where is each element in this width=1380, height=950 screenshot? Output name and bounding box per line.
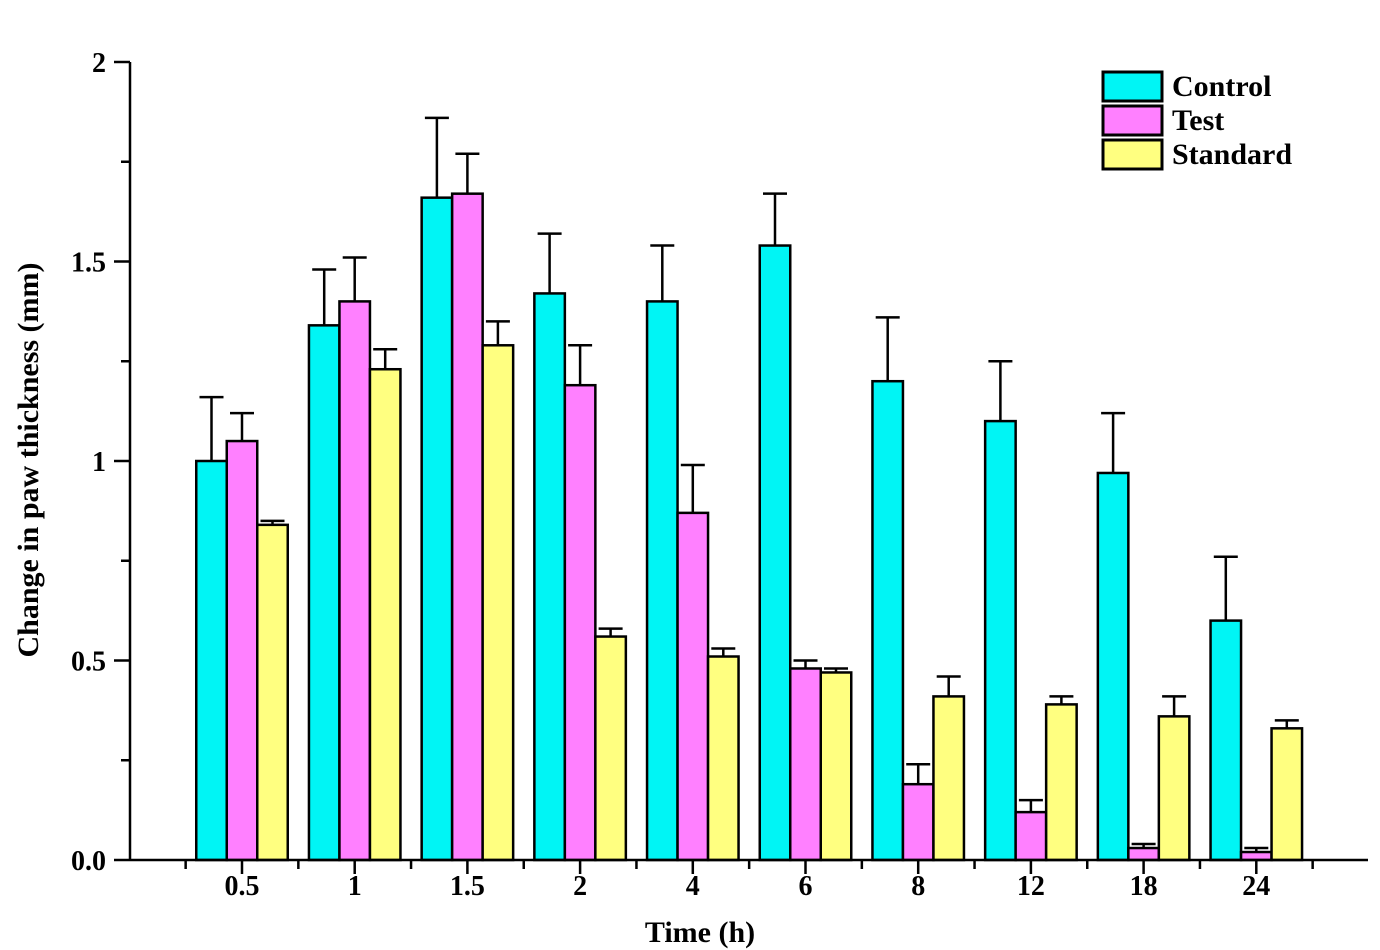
bar-control-4: [645, 300, 679, 862]
bar-standard-8: [932, 695, 966, 862]
x-tick-label-1: 1: [348, 871, 362, 902]
x-tick-label-12: 12: [1017, 871, 1045, 902]
x-tick-label-1.5: 1.5: [450, 871, 485, 902]
y-tick-label-1: 1: [92, 447, 106, 478]
axes-layer: 0.5 1 1.5 2 4 6 8 12 18 240.00.511.52: [71, 48, 1368, 902]
bar-test-12: [1014, 810, 1048, 862]
bar-standard-1.5: [481, 344, 515, 862]
x-axis-title: Time (h): [645, 916, 755, 949]
bar-control-18: [1096, 471, 1130, 862]
x-tick-label-6: 6: [799, 871, 813, 902]
bar-test-2: [563, 383, 597, 862]
bar-standard-24: [1270, 727, 1304, 862]
legend-swatch-standard: [1101, 138, 1164, 171]
bar-standard-6: [819, 671, 853, 862]
legend-label-standard: Standard: [1172, 138, 1292, 171]
bar-test-1: [338, 300, 372, 862]
y-tick-label-2: 2: [92, 48, 106, 79]
bar-control-6: [758, 244, 792, 862]
x-tick-label-4: 4: [686, 871, 700, 902]
bar-standard-1: [368, 367, 402, 862]
bar-control-0.5: [195, 459, 228, 862]
bar-standard-12: [1044, 703, 1078, 862]
bar-test-0.5: [225, 439, 259, 862]
bar-standard-4: [706, 655, 740, 862]
bar-test-6: [789, 667, 822, 862]
legend-label-control: Control: [1172, 70, 1271, 103]
bar-standard-18: [1157, 715, 1191, 862]
y-tick-label-0.0: 0.0: [71, 846, 106, 877]
legend-swatch-test: [1101, 104, 1164, 137]
error-bars-layer: [199, 116, 1299, 853]
y-tick-label-1.5: 1.5: [71, 248, 106, 279]
bar-control-24: [1209, 619, 1243, 862]
x-tick-label-24: 24: [1242, 871, 1270, 902]
bar-standard-0.5: [256, 523, 289, 862]
x-tick-label-18: 18: [1130, 871, 1158, 902]
x-tick-label-0.5: 0.5: [225, 871, 260, 902]
bar-test-4: [676, 511, 710, 862]
legend-label-test: Test: [1172, 104, 1224, 137]
bar-control-2: [533, 292, 567, 862]
y-tick-label-0.5: 0.5: [71, 647, 106, 678]
bar-control-1: [307, 324, 341, 862]
bar-standard-2: [594, 635, 628, 862]
bar-control-12: [983, 419, 1017, 862]
bars-layer: [195, 192, 1304, 862]
bar-test-18: [1127, 846, 1161, 862]
bar-test-1.5: [450, 192, 484, 862]
bar-control-8: [871, 379, 905, 862]
x-tick-label-8: 8: [911, 871, 925, 902]
bar-test-8: [901, 782, 935, 862]
y-axis-title: Change in paw thickness (mm): [12, 262, 45, 657]
x-tick-label-2: 2: [573, 871, 587, 902]
bar-control-1.5: [420, 196, 454, 862]
legend-swatch-control: [1101, 70, 1164, 103]
